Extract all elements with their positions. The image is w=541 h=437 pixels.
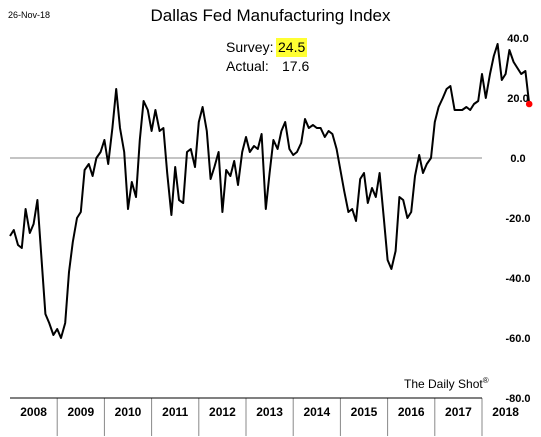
y-tick-label: 40.0 bbox=[507, 33, 528, 45]
actual-row: Actual: 17.6 bbox=[226, 57, 309, 76]
source-credit: The Daily Shot® bbox=[404, 376, 489, 391]
registered-mark: ® bbox=[482, 376, 489, 385]
x-tick-label: 2011 bbox=[162, 405, 188, 419]
x-tick-label: 2016 bbox=[398, 405, 425, 419]
x-tick-label: 2012 bbox=[209, 405, 236, 419]
survey-label: Survey: bbox=[226, 39, 274, 55]
actual-label: Actual: bbox=[226, 58, 269, 74]
x-tick-label: 2010 bbox=[115, 405, 142, 419]
y-tick-label: -80.0 bbox=[505, 393, 530, 405]
x-tick-label: 2008 bbox=[20, 405, 47, 419]
chart-title: Dallas Fed Manufacturing Index bbox=[150, 6, 391, 25]
x-tick-label: 2014 bbox=[303, 405, 330, 419]
y-tick-label: 20.0 bbox=[507, 93, 528, 105]
y-tick-label: -60.0 bbox=[505, 333, 530, 345]
x-tick-label: 2013 bbox=[256, 405, 283, 419]
date-label: 26-Nov-18 bbox=[8, 10, 51, 20]
x-axis-labels: 2008 2009 2010 2011 2012 2013 2014 2015 2016 2017… bbox=[20, 405, 519, 419]
source-text: The Daily Shot bbox=[404, 377, 483, 391]
survey-actual-box: Survey: 24.5 Actual: 17.6 bbox=[226, 38, 309, 76]
y-axis-labels: 40.0 20.0 0.0 -20.0 -40.0 -60.0 -80.0 bbox=[505, 33, 530, 405]
survey-value: 24.5 bbox=[276, 38, 308, 57]
y-tick-label: -40.0 bbox=[505, 273, 530, 285]
x-tick-label: 2017 bbox=[445, 405, 472, 419]
x-axis-ticks bbox=[56, 398, 483, 436]
x-tick-label: 2018 bbox=[492, 405, 519, 419]
x-tick-label: 2015 bbox=[351, 405, 378, 419]
y-tick-label: -20.0 bbox=[505, 213, 530, 225]
y-tick-label: 0.0 bbox=[510, 153, 525, 165]
x-tick-label: 2009 bbox=[67, 405, 94, 419]
series-line bbox=[9, 43, 531, 339]
actual-value: 17.6 bbox=[282, 58, 310, 74]
last-value-marker bbox=[525, 100, 533, 108]
survey-row: Survey: 24.5 bbox=[226, 38, 309, 57]
